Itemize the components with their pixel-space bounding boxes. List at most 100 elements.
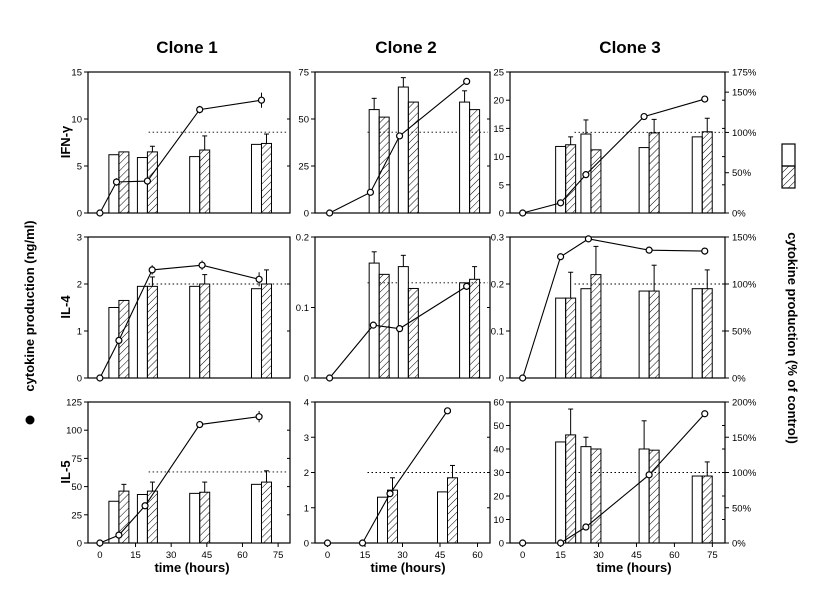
data-point	[582, 171, 590, 179]
panel-2: 0 25 50 75	[298, 68, 491, 220]
y-tick-label: 75	[298, 68, 309, 79]
bar-hatched	[565, 144, 577, 214]
x-tick-label: 45	[202, 550, 213, 561]
time-course-line	[522, 413, 706, 544]
bar-hatched	[701, 288, 713, 379]
x-tick-label: 45	[435, 550, 446, 561]
bar-hatched	[407, 287, 419, 379]
panel-9: 0 10 20 30 40 50 60 0 15 30 45 60 75 0% 50% 100% 150% 200…	[493, 398, 756, 562]
x-axis-label-col-3: time (hours)	[596, 560, 671, 575]
filled-dot-legend-icon	[25, 415, 35, 425]
panel-3: 0 5 10 15 20 25 0% 50% 100% 150% 175%	[493, 68, 756, 220]
data-point	[198, 261, 206, 269]
x-axis-label-col-1: time (hours)	[154, 560, 229, 575]
y-tick-label: 100	[66, 426, 82, 437]
data-point	[582, 523, 590, 531]
data-point	[645, 471, 653, 479]
data-point	[141, 502, 149, 510]
x-tick-label: 15	[130, 550, 141, 561]
panel-7: 0 25 50 75 100 125 0 15 30 45 60 75	[66, 398, 291, 561]
x-tick-label: 15	[360, 550, 371, 561]
bar-hatched	[199, 283, 211, 379]
x-tick-label: 60	[472, 550, 483, 561]
data-point	[640, 112, 648, 121]
y-tick-label: 0	[499, 209, 504, 220]
panel-frame	[87, 71, 291, 214]
data-point	[325, 209, 334, 217]
y-tick-label: 25	[493, 68, 504, 79]
right-tick-label: 50%	[732, 503, 752, 514]
data-point	[463, 282, 471, 290]
bar-hatched	[590, 274, 602, 379]
panel-frame	[87, 401, 291, 544]
data-point	[395, 132, 404, 140]
bar-hatched	[146, 490, 158, 544]
right-tick-label: 50%	[732, 327, 752, 338]
panel-6: 0 0.1 0.2 0.3 0% 50% 100% 150%	[491, 233, 757, 385]
data-point	[701, 410, 709, 418]
right-tick-label: 150%	[732, 88, 757, 99]
bar-hatched	[260, 142, 272, 214]
data-point	[323, 539, 332, 547]
y-tick-label: 0.1	[296, 303, 309, 314]
bar-open	[136, 285, 148, 379]
data-point	[325, 374, 334, 382]
data-point	[463, 77, 471, 86]
right-tick-label: 175%	[732, 68, 757, 79]
y-tick-label: 50	[298, 115, 309, 126]
bar-open	[580, 288, 592, 379]
bar-open	[691, 288, 703, 379]
data-point	[556, 253, 565, 261]
x-tick-label: 30	[166, 550, 177, 561]
time-course-line	[329, 285, 467, 379]
y-tick-label: 2	[304, 468, 309, 479]
right-tick-label: 100%	[732, 280, 757, 291]
bar-open	[459, 101, 471, 214]
bar-open	[691, 136, 703, 214]
bar-open	[136, 493, 148, 544]
bar-open	[250, 288, 262, 379]
data-point	[96, 539, 104, 547]
y-tick-label: 50	[493, 421, 504, 432]
y-tick-label: 0.1	[491, 327, 504, 338]
y-tick-label: 4	[304, 398, 309, 409]
bar-hatched	[260, 283, 272, 379]
bar-open	[397, 86, 409, 214]
data-point	[386, 490, 394, 498]
bar-hatched	[387, 489, 398, 544]
y-tick-label: 1	[304, 503, 309, 514]
bar-open	[555, 441, 567, 544]
bar-open	[377, 496, 388, 544]
y-tick-label: 50	[71, 482, 82, 493]
data-point	[556, 199, 565, 207]
y-tick-label: 10	[71, 115, 82, 126]
bar-open	[189, 156, 201, 214]
y-tick-label: 3	[304, 433, 309, 444]
y-tick-label: 10	[493, 515, 504, 526]
y-tick-label: 0	[77, 374, 82, 385]
bar-hatched	[565, 297, 577, 379]
y-tick-label: 125	[66, 398, 82, 409]
y-tick-label: 5	[77, 162, 82, 173]
data-point	[584, 235, 593, 243]
bar-hatched	[407, 101, 419, 214]
row-label-il4: IL-4	[58, 295, 73, 319]
y-tick-label: 20	[493, 492, 504, 503]
bar-open	[437, 491, 448, 544]
bar-open	[368, 109, 380, 214]
bar-open	[638, 448, 650, 544]
y-tick-label: 0	[304, 374, 309, 385]
y-tick-label: 25	[71, 510, 82, 521]
x-tick-label: 0	[520, 550, 525, 561]
y-tick-label: 0	[77, 539, 82, 550]
data-point	[519, 539, 527, 547]
y-tick-label: 0	[304, 539, 309, 550]
y-tick-label: 0	[499, 539, 504, 550]
data-point	[519, 374, 527, 382]
data-point	[115, 531, 123, 539]
time-course-line	[522, 238, 705, 379]
panels-group: 051015025507505101520250%50%100%150%175%…	[66, 68, 757, 562]
data-point	[443, 407, 452, 415]
x-tick-label: 30	[593, 550, 604, 561]
bar-hatched	[590, 448, 602, 544]
